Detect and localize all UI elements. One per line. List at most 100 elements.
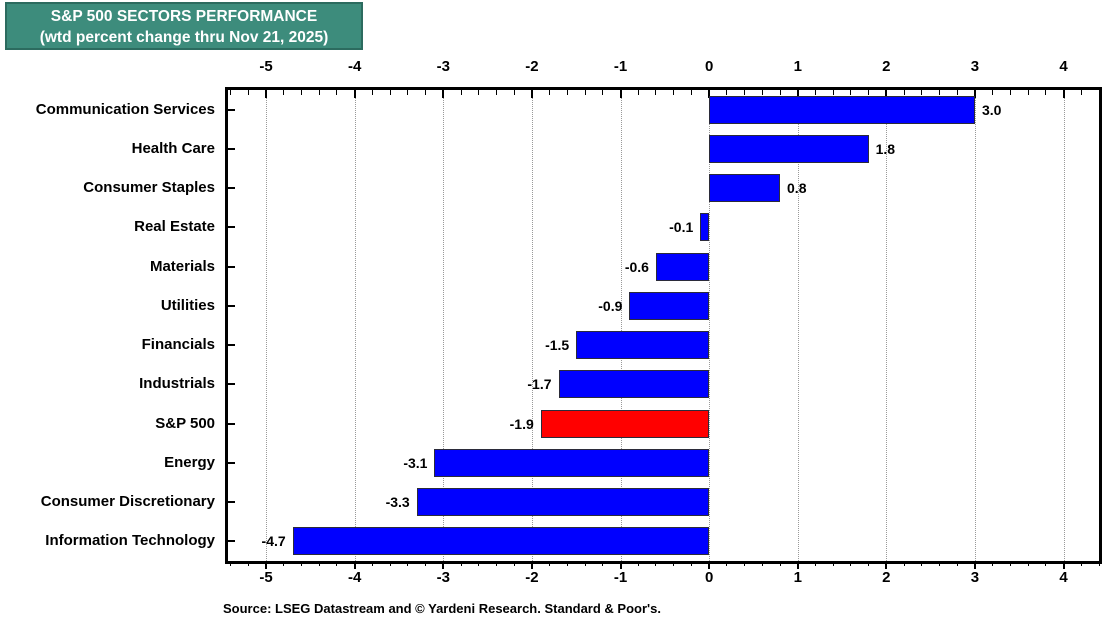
axis-tick-minor-top [726,90,728,95]
axis-tick-minor-top [602,90,604,95]
axis-tick-major-top [1062,90,1065,98]
axis-tick-label-bottom: 3 [970,569,980,586]
category-label: Materials [149,257,215,275]
axis-tick-minor-bottom [478,561,480,566]
category-label: Utilities [160,296,215,314]
axis-tick-minor-bottom [513,561,515,566]
axis-tick-minor-top [921,90,923,95]
axis-tick-minor-bottom [779,561,781,566]
axis-tick-minor-bottom [283,561,285,566]
grid-line [266,90,268,561]
axis-tick-major-top [796,90,799,98]
axis-tick-label-top: 2 [882,58,891,75]
value-label: -0.1 [669,219,694,236]
axis-tick-label-top: -3 [436,58,450,75]
axis-tick-minor-bottom [814,561,816,566]
grid-line [531,90,533,561]
axis-tick-minor-bottom [549,561,551,566]
value-label: 1.8 [875,140,896,157]
category-label: Information Technology [45,532,215,550]
axis-tick-minor-top [939,90,940,95]
axis-tick-minor-bottom [425,561,427,566]
value-label: -0.6 [624,258,649,275]
axis-tick-label-top: 1 [793,58,802,75]
bar [709,134,869,163]
axis-tick-major-bottom [353,561,356,569]
bar [709,174,780,203]
bottom-tick-row [228,561,1100,570]
axis-tick-minor-bottom [832,561,834,566]
axis-tick-major-top [265,90,268,98]
axis-tick-label-top: -4 [348,58,362,75]
bar-highlight-sp500 [540,409,710,438]
axis-tick-major-bottom [619,561,622,569]
grid-line [886,90,888,561]
value-label: -3.3 [385,494,410,511]
axis-tick-minor-top [1045,90,1047,95]
axis-tick-minor-top [868,90,870,95]
axis-tick-minor-top [779,90,781,95]
axis-tick-minor-top [761,90,763,95]
axis-tick-minor-bottom [460,561,462,566]
axis-tick-minor-bottom [868,561,870,566]
axis-tick-minor-top [673,90,675,95]
axis-tick-minor-bottom [1045,561,1047,566]
axis-tick-minor-bottom [1027,561,1029,566]
axis-tick-minor-bottom [389,561,391,566]
axis-tick-major-bottom [973,561,976,569]
axis-tick-minor-top [283,90,285,95]
axis-tick-minor-top [566,90,568,95]
axis-tick-minor-bottom [992,561,994,566]
category-label: Real Estate [134,218,215,236]
axis-tick-label-top: 4 [1059,58,1068,75]
category-label: Financials [141,336,215,354]
axis-tick-minor-top [301,90,303,95]
axis-tick-label-top: 3 [970,58,980,75]
axis-tick-major-bottom [885,561,888,569]
axis-tick-label-bottom: -1 [613,569,628,586]
axis-tick-minor-bottom [726,561,728,566]
category-tick [228,187,235,190]
axis-tick-minor-top [655,90,657,95]
grid-line [620,90,622,561]
axis-tick-major-top [530,90,533,98]
axis-tick-label-top: -2 [525,58,539,75]
axis-tick-minor-bottom [1098,561,1100,566]
axis-tick-minor-top [478,90,480,95]
axis-tick-major-top [442,90,445,98]
value-label: -1.7 [527,376,552,393]
axis-tick-label-bottom: 4 [1059,569,1068,586]
axis-tick-minor-top [850,90,852,95]
axis-tick-minor-bottom [637,561,639,566]
axis-tick-major-bottom [530,561,533,569]
axis-tick-minor-bottom [744,561,746,566]
axis-tick-minor-bottom [566,561,568,566]
grid-line [354,90,356,561]
bar [416,488,710,517]
axis-tick-minor-top [389,90,391,95]
value-label: -3.1 [403,454,428,471]
bar [576,331,710,360]
plot-area: 3.0 1.8 0.8 -0.1 -0.6 -0.9 -1.5 -1.7 -1.9 -3.1 -3.… [225,87,1102,564]
axis-tick-minor-bottom [230,561,232,566]
axis-tick-label-top: -1 [613,58,628,75]
category-label: S&P 500 [155,414,215,432]
axis-tick-minor-bottom [761,561,763,566]
axis-tick-minor-top [407,90,409,95]
axis-tick-minor-bottom [903,561,905,566]
category-label: Health Care [131,139,215,157]
axis-tick-minor-top [513,90,515,95]
axis-tick-minor-bottom [584,561,586,566]
axis-tick-label-bottom: -5 [259,569,273,586]
axis-tick-minor-top [1098,90,1100,95]
axis-tick-minor-top [1027,90,1029,95]
axis-tick-minor-top [584,90,586,95]
category-tick [228,265,235,268]
axis-tick-label-top: 0 [704,58,714,75]
bar [655,252,710,281]
axis-tick-minor-top [637,90,639,95]
axis-tick-minor-bottom [602,561,604,566]
category-tick [228,422,235,425]
bar [292,527,710,556]
category-tick [228,501,235,504]
